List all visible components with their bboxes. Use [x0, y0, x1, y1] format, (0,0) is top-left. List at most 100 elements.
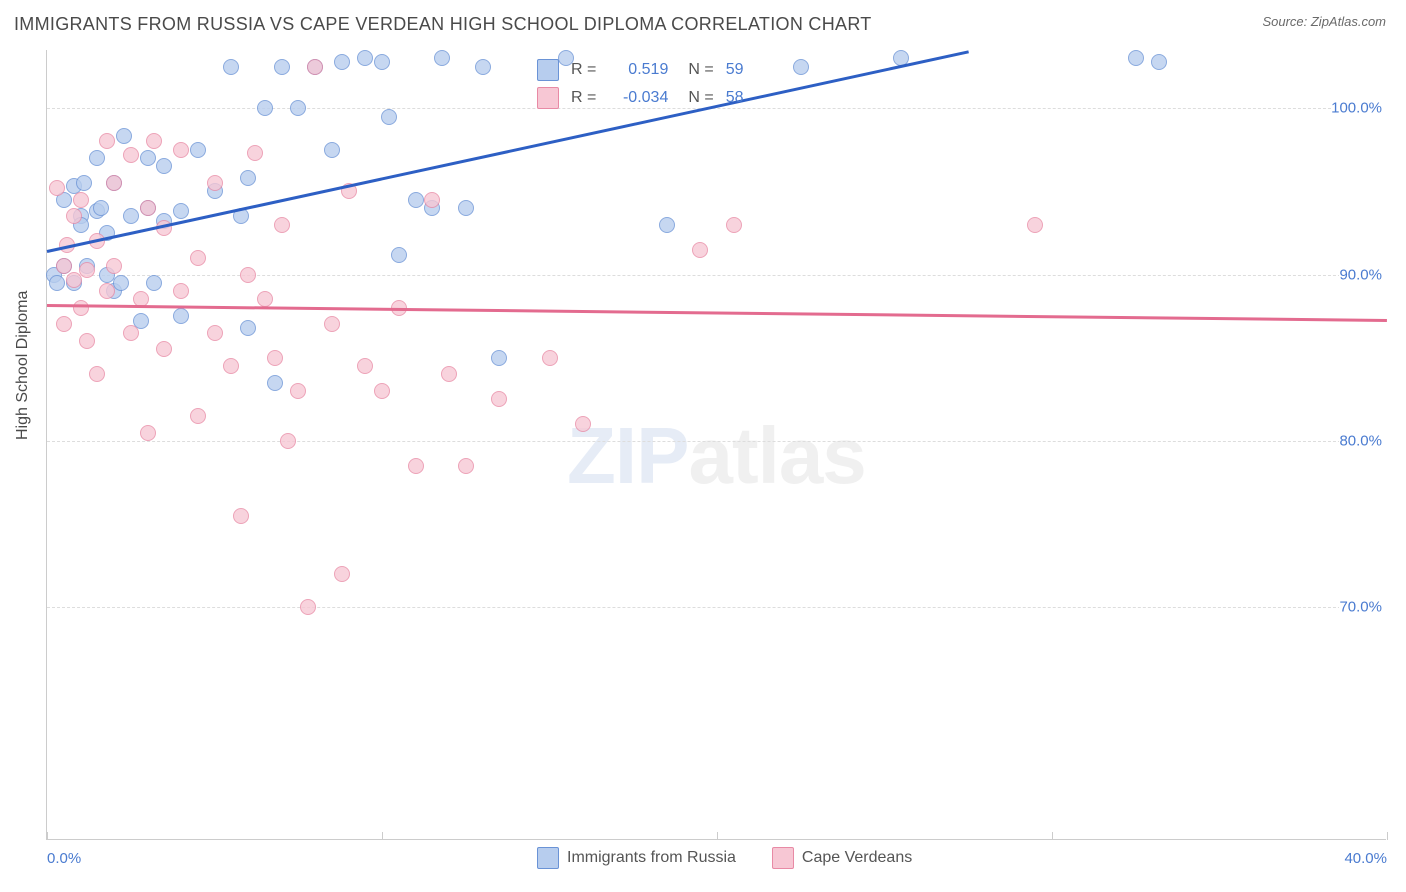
y-tick-label: 70.0% [1339, 599, 1388, 616]
scatter-point [334, 566, 350, 582]
scatter-point [491, 350, 507, 366]
scatter-point [692, 242, 708, 258]
scatter-point [441, 366, 457, 382]
scatter-point [357, 358, 373, 374]
x-tick [717, 832, 718, 840]
scatter-point [223, 59, 239, 75]
scatter-point [99, 283, 115, 299]
scatter-point [173, 283, 189, 299]
scatter-point [408, 458, 424, 474]
scatter-point [240, 320, 256, 336]
n-value: 58 [726, 84, 744, 112]
scatter-point [66, 208, 82, 224]
legend-row: R =0.519N =59 [537, 56, 743, 84]
scatter-point [267, 350, 283, 366]
scatter-point [156, 158, 172, 174]
x-tick [47, 832, 48, 840]
scatter-point [156, 341, 172, 357]
scatter-point [391, 247, 407, 263]
scatter-point [290, 100, 306, 116]
scatter-point [408, 192, 424, 208]
scatter-point [381, 109, 397, 125]
scatter-point [207, 325, 223, 341]
scatter-point [146, 275, 162, 291]
scatter-point [190, 408, 206, 424]
legend-swatch [537, 59, 559, 81]
scatter-point [257, 100, 273, 116]
scatter-point [56, 316, 72, 332]
scatter-point [123, 147, 139, 163]
legend-item: Immigrants from Russia [537, 847, 736, 869]
scatter-point [123, 325, 139, 341]
scatter-point [173, 308, 189, 324]
scatter-point [89, 150, 105, 166]
scatter-point [49, 275, 65, 291]
scatter-point [173, 142, 189, 158]
scatter-point [73, 300, 89, 316]
correlation-legend: R =0.519N =59R =-0.034N =58 [537, 56, 743, 112]
legend-label: Cape Verdeans [802, 849, 912, 867]
y-tick-label: 90.0% [1339, 266, 1388, 283]
scatter-point [324, 142, 340, 158]
r-value: 0.519 [608, 56, 668, 84]
scatter-point [1128, 50, 1144, 66]
scatter-point [123, 208, 139, 224]
scatter-point [76, 175, 92, 191]
n-label: N = [688, 56, 713, 84]
x-tick [382, 832, 383, 840]
scatter-point [173, 203, 189, 219]
scatter-point [106, 258, 122, 274]
scatter-point [357, 50, 373, 66]
x-tick [1052, 832, 1053, 840]
scatter-point [458, 458, 474, 474]
scatter-point [49, 180, 65, 196]
scatter-point [334, 54, 350, 70]
scatter-point [1151, 54, 1167, 70]
legend-item: Cape Verdeans [772, 847, 912, 869]
scatter-point [274, 217, 290, 233]
scatter-point [374, 383, 390, 399]
chart-title: IMMIGRANTS FROM RUSSIA VS CAPE VERDEAN H… [14, 14, 872, 34]
scatter-point [99, 133, 115, 149]
scatter-point [434, 50, 450, 66]
scatter-point [491, 391, 507, 407]
scatter-point [267, 375, 283, 391]
scatter-point [146, 133, 162, 149]
scatter-point [66, 272, 82, 288]
scatter-point [140, 425, 156, 441]
n-label: N = [688, 84, 713, 112]
scatter-point [274, 59, 290, 75]
scatter-point [140, 200, 156, 216]
scatter-point [89, 366, 105, 382]
scatter-point [726, 217, 742, 233]
x-tick-label: 0.0% [47, 850, 81, 867]
legend-swatch [772, 847, 794, 869]
scatter-point [324, 316, 340, 332]
scatter-point [79, 333, 95, 349]
scatter-point [240, 267, 256, 283]
scatter-point [1027, 217, 1043, 233]
y-tick-label: 80.0% [1339, 432, 1388, 449]
scatter-point [247, 145, 263, 161]
scatter-point [542, 350, 558, 366]
scatter-point [233, 508, 249, 524]
scatter-point [73, 192, 89, 208]
scatter-point [307, 59, 323, 75]
series-legend: Immigrants from Russia Cape Verdeans [537, 847, 912, 869]
r-label: R = [571, 56, 596, 84]
scatter-point [140, 150, 156, 166]
scatter-point [257, 291, 273, 307]
gridline [47, 441, 1386, 442]
scatter-point [575, 416, 591, 432]
scatter-point [223, 358, 239, 374]
scatter-point [190, 250, 206, 266]
header: IMMIGRANTS FROM RUSSIA VS CAPE VERDEAN H… [0, 0, 1406, 50]
legend-label: Immigrants from Russia [567, 849, 736, 867]
scatter-point [475, 59, 491, 75]
scatter-point [290, 383, 306, 399]
scatter-point [300, 599, 316, 615]
scatter-point [79, 262, 95, 278]
y-tick-label: 100.0% [1331, 100, 1388, 117]
legend-swatch [537, 87, 559, 109]
scatter-point [458, 200, 474, 216]
